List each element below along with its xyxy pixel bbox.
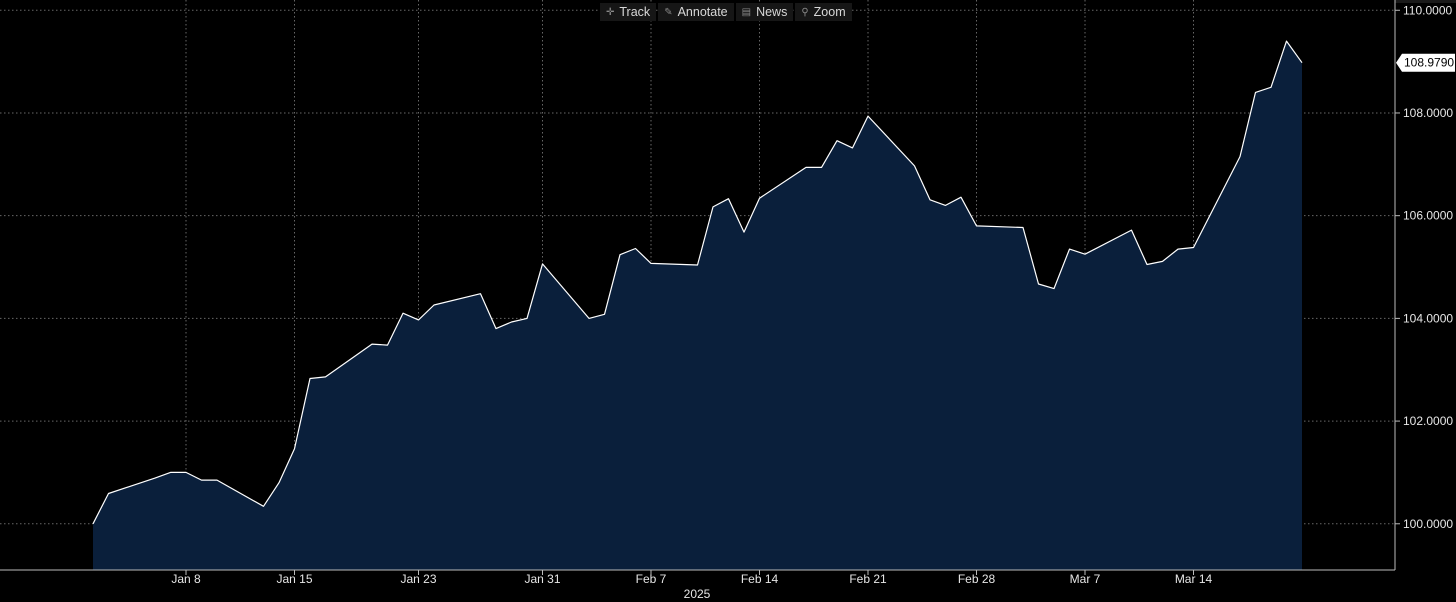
x-tick-label: Jan 31 (524, 572, 560, 586)
last-value-label: 108.9790 (1404, 56, 1454, 70)
x-tick-label: Mar 14 (1175, 572, 1213, 586)
last-value-tag (1396, 53, 1455, 72)
news-icon: ▤ (741, 6, 752, 18)
pencil-icon: ✎ (664, 6, 673, 18)
x-tick-label: Feb 7 (636, 572, 667, 586)
annotate-button[interactable]: ✎ Annotate (658, 3, 734, 21)
series-area (93, 41, 1302, 571)
y-tick-label: 104.0000 (1403, 311, 1453, 325)
x-tick-label: Feb 14 (741, 572, 779, 586)
x-tick-label: Feb 21 (849, 572, 887, 586)
x-tick-label: Jan 15 (276, 572, 312, 586)
x-axis-label: 2025 (684, 587, 711, 601)
x-tick-label: Mar 7 (1070, 572, 1101, 586)
crosshair-icon: ✛ (606, 6, 615, 18)
magnifier-icon: ⚲ (801, 6, 809, 18)
y-tick-label: 108.0000 (1403, 106, 1453, 120)
track-button[interactable]: ✛ Track (600, 3, 657, 21)
y-tick-label: 110.0000 (1403, 3, 1452, 17)
x-tick-label: Jan 8 (171, 572, 201, 586)
zoom-button[interactable]: ⚲ Zoom (795, 3, 852, 21)
annotate-label: Annotate (677, 5, 728, 19)
y-tick-label: 106.0000 (1403, 209, 1453, 223)
chart-toolbar: ✛ Track ✎ Annotate ▤ News ⚲ Zoom (600, 3, 852, 21)
track-label: Track (619, 5, 651, 19)
series-line (92, 40, 1303, 525)
news-button[interactable]: ▤ News (735, 3, 794, 21)
y-tick-label: 102.0000 (1403, 414, 1453, 428)
y-tick-label: 100.0000 (1403, 517, 1453, 531)
x-tick-label: Jan 23 (400, 572, 436, 586)
zoom-label: Zoom (813, 5, 846, 19)
x-tick-label: Feb 28 (958, 572, 996, 586)
news-label: News (756, 5, 788, 19)
